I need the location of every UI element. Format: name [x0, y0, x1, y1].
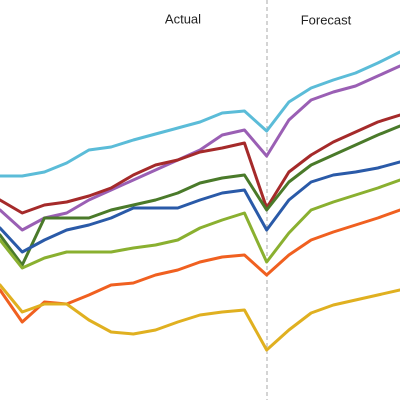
series-line	[0, 160, 400, 254]
annotation: Forecast	[301, 12, 352, 27]
series-line	[0, 283, 400, 352]
series-line	[0, 178, 400, 270]
series-line	[0, 113, 400, 215]
annotation: Actual	[165, 11, 201, 26]
series-line	[0, 64, 400, 232]
series-line	[0, 124, 400, 267]
series-line	[0, 50, 400, 178]
